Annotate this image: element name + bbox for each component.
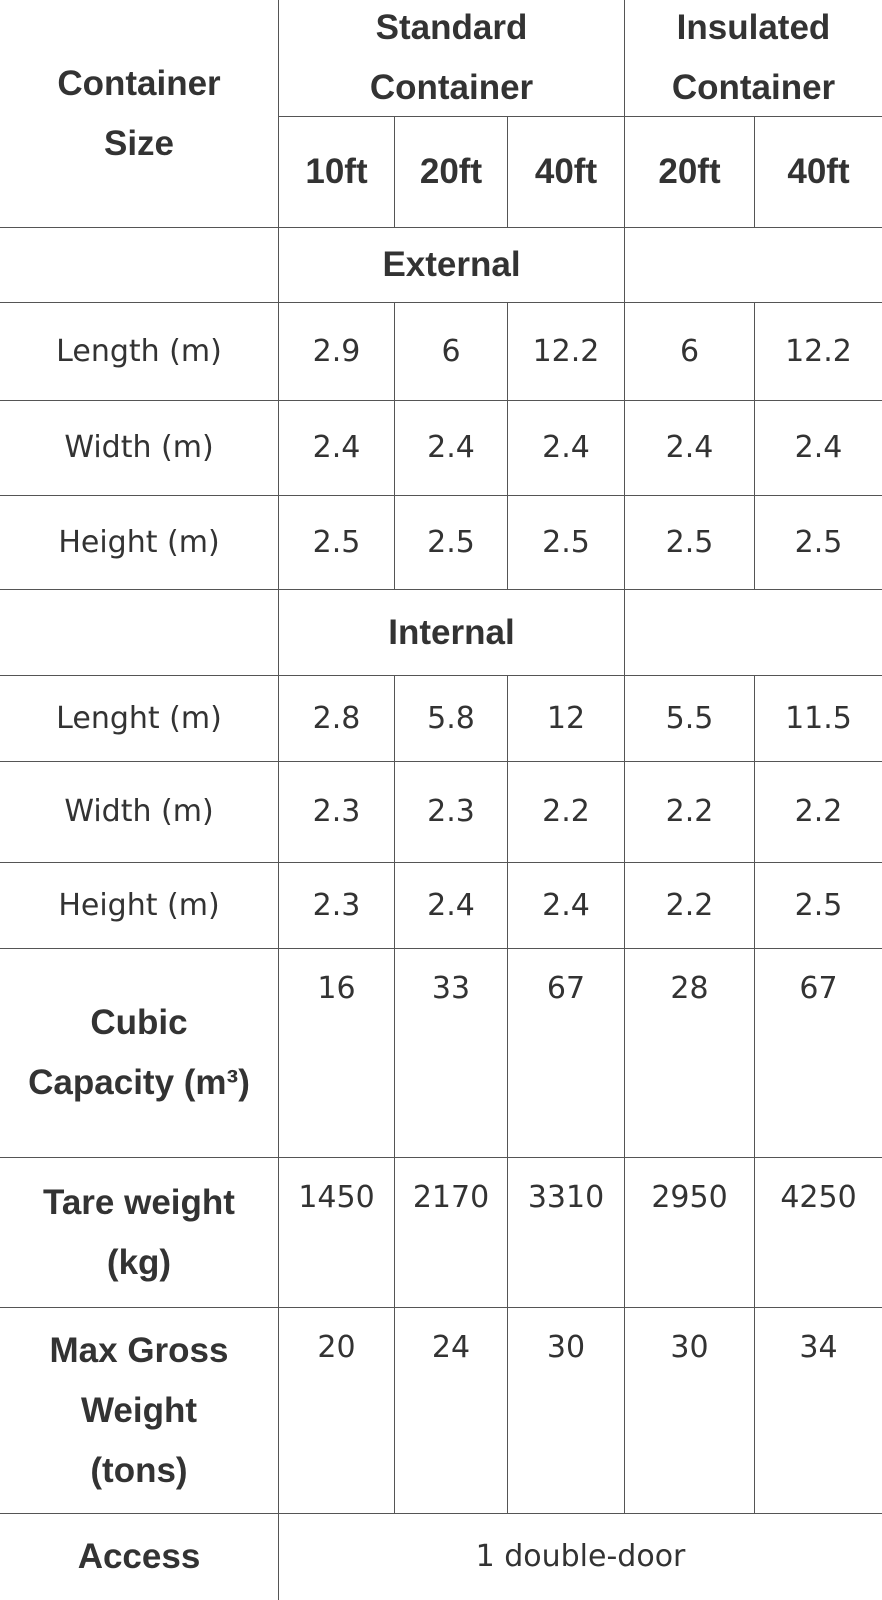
row-label: Cubic Capacity (m³) xyxy=(0,949,279,1158)
value-cell: 2.3 xyxy=(279,762,395,863)
value-cell: 20 xyxy=(279,1308,395,1514)
size-header: 40ft xyxy=(508,117,625,228)
value-cell: 2.4 xyxy=(279,401,395,496)
row-label: Tare weight (kg) xyxy=(0,1158,279,1308)
value-cell: 2170 xyxy=(395,1158,508,1308)
value-cell: 2.5 xyxy=(625,496,755,590)
value-cell: 30 xyxy=(508,1308,625,1514)
value-cell: 24 xyxy=(395,1308,508,1514)
row-label: Max Gross Weight (tons) xyxy=(0,1308,279,1514)
value-cell: 16 xyxy=(279,949,395,1158)
value-cell: 6 xyxy=(395,303,508,401)
value-cell: 12.2 xyxy=(508,303,625,401)
row-label: Length (m) xyxy=(0,303,279,401)
value-cell: 1 double-door xyxy=(475,1539,686,1574)
section-spacer xyxy=(625,590,882,676)
value-cell: 67 xyxy=(755,949,882,1158)
value-cell: 2.2 xyxy=(625,863,755,949)
size-header: 20ft xyxy=(395,117,508,228)
header-label: Container Size xyxy=(0,0,279,228)
group-header: Standard Container xyxy=(279,0,625,117)
value-cell: 6 xyxy=(625,303,755,401)
value-cell: 2.2 xyxy=(508,762,625,863)
value-cell: 2.8 xyxy=(279,676,395,762)
value-cell: 2950 xyxy=(625,1158,755,1308)
value-cell: 2.5 xyxy=(395,496,508,590)
value-cell: 2.3 xyxy=(395,762,508,863)
value-cell: 12.2 xyxy=(755,303,882,401)
value-cell: 2.5 xyxy=(755,496,882,590)
value-cell: 2.4 xyxy=(625,401,755,496)
value-cell: 2.2 xyxy=(625,762,755,863)
size-header: 20ft xyxy=(625,117,755,228)
value-cell: 12 xyxy=(508,676,625,762)
value-cell: 2.4 xyxy=(755,401,882,496)
value-cell: 2.4 xyxy=(508,401,625,496)
group-header: Insulated Container xyxy=(625,0,882,117)
row-label: Width (m) xyxy=(0,762,279,863)
value-cell: 2.2 xyxy=(755,762,882,863)
row-label: Width (m) xyxy=(0,401,279,496)
section-spacer xyxy=(0,590,279,676)
value-cell: 2.4 xyxy=(508,863,625,949)
value-cell: 34 xyxy=(755,1308,882,1514)
row-label: Height (m) xyxy=(0,863,279,949)
value-cell: 2.5 xyxy=(508,496,625,590)
size-header: 10ft xyxy=(279,117,395,228)
section-title: Internal xyxy=(279,590,625,676)
value-cell: 2.5 xyxy=(755,863,882,949)
value-cell: 2.4 xyxy=(395,863,508,949)
value-cell: 1450 xyxy=(279,1158,395,1308)
size-header: 40ft xyxy=(755,117,882,228)
value-cell: 2.3 xyxy=(279,863,395,949)
value-cell: 33 xyxy=(395,949,508,1158)
value-cell: 2.9 xyxy=(279,303,395,401)
value-cell: 28 xyxy=(625,949,755,1158)
value-cell: 67 xyxy=(508,949,625,1158)
value-cell: 4250 xyxy=(755,1158,882,1308)
value-cell: 11.5 xyxy=(755,676,882,762)
section-title: External xyxy=(279,228,625,303)
value-cell: 5.8 xyxy=(395,676,508,762)
row-label: Lenght (m) xyxy=(0,676,279,762)
value-cell: 30 xyxy=(625,1308,755,1514)
section-spacer xyxy=(0,228,279,303)
row-label: Access xyxy=(0,1514,279,1600)
value-cell: 3310 xyxy=(508,1158,625,1308)
value-cell: 5.5 xyxy=(625,676,755,762)
value-cell: 2.5 xyxy=(279,496,395,590)
value-cell: 2.4 xyxy=(395,401,508,496)
row-label: Height (m) xyxy=(0,496,279,590)
section-spacer xyxy=(625,228,882,303)
